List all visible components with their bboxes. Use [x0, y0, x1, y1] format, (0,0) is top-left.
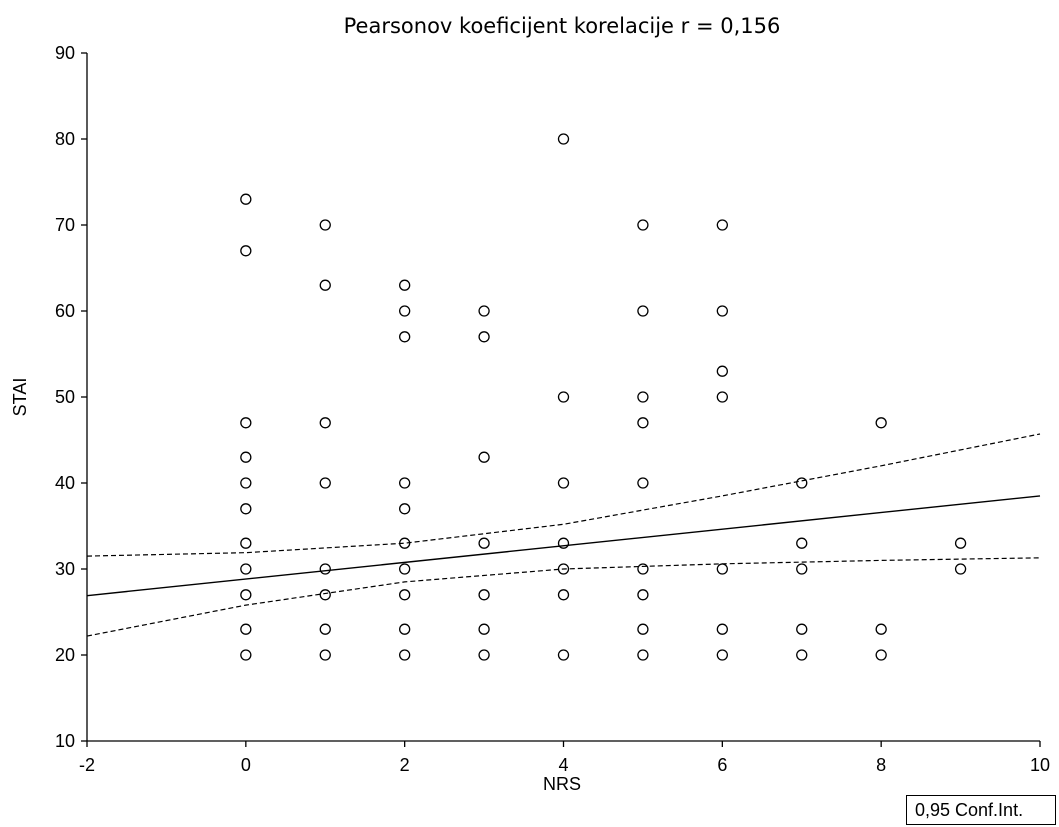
data-point [399, 305, 411, 317]
y-tick-label: 60 [55, 301, 75, 321]
x-tick-label: -2 [79, 755, 95, 775]
data-point [319, 219, 331, 231]
data-point [716, 563, 728, 575]
data-point [240, 589, 252, 601]
y-tick-label: 80 [55, 129, 75, 149]
data-point [478, 623, 490, 635]
data-point [478, 451, 490, 463]
chart-title: Pearsonov koeficijent korelacije r = 0,1… [344, 14, 781, 38]
data-point [399, 279, 411, 291]
data-point [557, 649, 570, 661]
data-point [240, 503, 252, 515]
data-point [716, 391, 728, 403]
data-point [716, 219, 728, 231]
y-tick-label: 70 [55, 215, 75, 235]
data-point [954, 537, 967, 549]
data-point [557, 391, 570, 403]
y-tick-label: 10 [55, 731, 75, 751]
data-point [240, 245, 252, 257]
data-point [478, 331, 490, 343]
data-point [637, 391, 649, 403]
data-point [637, 219, 649, 231]
conf-int-lower-line [86, 557, 1041, 637]
data-point [240, 451, 252, 463]
confidence-interval-lines [86, 433, 1041, 637]
regression-line [86, 495, 1041, 597]
data-point [637, 589, 649, 601]
data-point [478, 537, 490, 549]
data-point [557, 133, 570, 145]
data-point [319, 649, 331, 661]
data-point [240, 417, 252, 429]
conf-int-upper-line [86, 433, 1041, 557]
data-point [319, 279, 331, 291]
data-point [319, 623, 331, 635]
data-point [240, 623, 252, 635]
data-point [637, 623, 649, 635]
x-tick-label: 10 [1030, 755, 1050, 775]
data-point [319, 477, 331, 489]
regression-line-group [86, 495, 1041, 597]
data-point [240, 537, 252, 549]
data-point [796, 623, 808, 635]
y-axis-label: STAI [10, 378, 30, 417]
data-point [557, 537, 570, 549]
y-tick-label: 30 [55, 559, 75, 579]
data-point [875, 623, 887, 635]
data-point [478, 649, 490, 661]
data-point [796, 563, 808, 575]
legend: 0,95 Conf.Int. [906, 795, 1056, 825]
data-point [399, 503, 411, 515]
x-tick-label: 0 [241, 755, 251, 775]
data-point [637, 649, 649, 661]
data-point [637, 563, 649, 575]
data-point [796, 649, 808, 661]
data-point [716, 365, 728, 377]
data-point [637, 477, 649, 489]
y-tick-label: 50 [55, 387, 75, 407]
data-point [716, 623, 728, 635]
data-point [796, 537, 808, 549]
axes: 10 20 30 40 50 60 70 80 90 -2 0 2 4 6 8 10 [55, 43, 1050, 775]
data-point [240, 649, 252, 661]
data-point [478, 589, 490, 601]
legend-label: 0,95 Conf.Int. [915, 800, 1024, 820]
data-point [954, 563, 967, 575]
data-point [637, 305, 649, 317]
data-point [240, 193, 252, 205]
data-point [557, 477, 570, 489]
data-point [796, 477, 808, 489]
data-point [319, 563, 331, 575]
data-point [557, 589, 570, 601]
data-point [319, 589, 331, 601]
x-tick-label: 8 [876, 755, 886, 775]
data-point [399, 589, 411, 601]
data-points [240, 133, 967, 661]
data-point [240, 477, 252, 489]
data-point [399, 623, 411, 635]
x-tick-label: 6 [717, 755, 727, 775]
x-tick-label: 4 [558, 755, 568, 775]
x-tick-label: 2 [400, 755, 410, 775]
data-point [399, 537, 411, 549]
data-point [240, 563, 252, 575]
data-point [399, 331, 411, 343]
data-point [399, 477, 411, 489]
data-point [875, 417, 887, 429]
data-point [319, 417, 331, 429]
y-tick-label: 40 [55, 473, 75, 493]
y-tick-label: 90 [55, 43, 75, 63]
x-axis-label: NRS [543, 774, 581, 794]
data-point [478, 305, 490, 317]
data-point [637, 417, 649, 429]
data-point [399, 563, 411, 575]
data-point [557, 563, 570, 575]
data-point [716, 649, 728, 661]
y-tick-label: 20 [55, 645, 75, 665]
data-point [716, 305, 728, 317]
data-point [399, 649, 411, 661]
data-point [875, 649, 887, 661]
